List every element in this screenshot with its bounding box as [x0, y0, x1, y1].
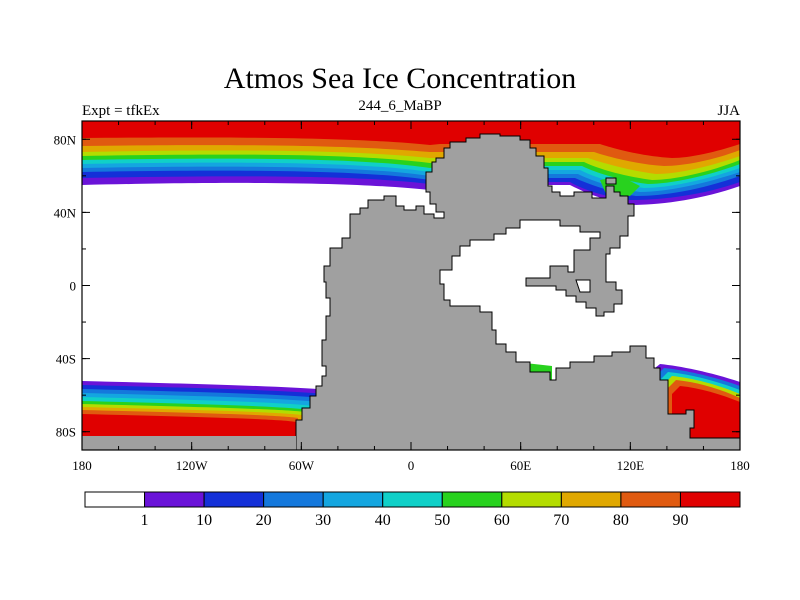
- lon-tick-label: 120W: [176, 458, 209, 473]
- colorbar-swatch: [322, 491, 384, 508]
- ice-band-90: [82, 121, 740, 158]
- colorbar-swatch: [263, 491, 324, 508]
- page-title: Atmos Sea Ice Concentration: [223, 62, 577, 95]
- colorbar-swatch: [560, 491, 622, 508]
- lon-tick-label: 180: [72, 458, 92, 473]
- colorbar-label: 70: [553, 512, 569, 529]
- colorbar-swatch: [203, 491, 265, 508]
- colorbar-swatch: [501, 491, 562, 508]
- lon-tick-label: 60E: [510, 458, 531, 473]
- experiment-label: Expt = tfkEx: [82, 103, 160, 119]
- northern-ice-field: [82, 121, 740, 205]
- lon-tick-label: 0: [408, 458, 415, 473]
- longitude-axis: 180 120W 60W 0 60E 120E 180: [72, 121, 750, 473]
- lat-tick-label: 80S: [56, 425, 76, 440]
- land-island: [605, 177, 617, 185]
- colorbar-label: 60: [494, 512, 510, 529]
- lat-tick-label: 40S: [56, 352, 76, 367]
- colorbar-label: 1: [141, 512, 149, 529]
- land-pangaea: [295, 133, 740, 450]
- colorbar-swatch: [441, 491, 503, 508]
- colorbar-swatch: [679, 491, 741, 508]
- season-label: JJA: [717, 103, 740, 119]
- lat-tick-label: 80N: [54, 132, 77, 147]
- colorbar-swatch: [382, 491, 443, 508]
- colorbar-label: 90: [672, 512, 688, 529]
- colorbar: 1 10 20 30 40 50 60 70 80 90: [84, 491, 741, 529]
- colorbar-swatch: [84, 491, 146, 508]
- colorbar-label: 10: [196, 512, 212, 529]
- lat-tick-label: 40N: [54, 205, 77, 220]
- lat-tick-label: 0: [70, 279, 77, 294]
- colorbar-swatch: [144, 491, 205, 508]
- latitude-axis: 80N 40N 0 40S 80S: [54, 132, 740, 440]
- map-plot-area: [82, 121, 740, 450]
- land-antarctica: [82, 436, 296, 450]
- colorbar-label: 50: [434, 512, 450, 529]
- lon-tick-label: 120E: [617, 458, 645, 473]
- colorbar-swatch: [620, 491, 681, 508]
- colorbar-label: 40: [375, 512, 391, 529]
- lon-tick-label: 60W: [289, 458, 315, 473]
- colorbar-label: 80: [613, 512, 629, 529]
- subtitle: 244_6_MaBP: [358, 98, 442, 114]
- colorbar-label: 20: [256, 512, 272, 529]
- inland-sea: [575, 279, 591, 293]
- lon-tick-label: 180: [730, 458, 750, 473]
- colorbar-label: 30: [315, 512, 331, 529]
